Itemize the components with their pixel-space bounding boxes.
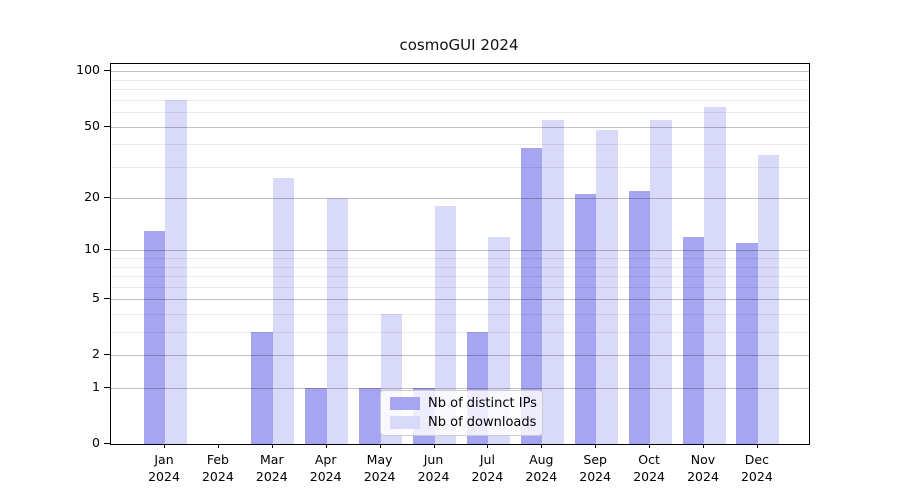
legend-label-downloads: Nb of downloads xyxy=(428,415,537,430)
bar-distinct-ips-may xyxy=(359,388,381,444)
x-tick-label-dec: Dec 2024 xyxy=(740,452,773,484)
gridline-minor xyxy=(111,332,809,334)
x-tick-label-aug: Aug 2024 xyxy=(525,452,558,484)
legend-entry-distinct-ips: Nb of distinct IPs xyxy=(381,396,542,411)
gridline-minor xyxy=(111,314,809,316)
bar-distinct-ips-apr xyxy=(305,388,327,444)
bar-distinct-ips-dec xyxy=(736,243,758,444)
legend-swatch-distinct-ips xyxy=(390,397,420,410)
x-tick-label-jan: Jan 2024 xyxy=(148,452,180,484)
legend-label-distinct-ips: Nb of distinct IPs xyxy=(428,396,537,411)
x-tick-mark xyxy=(703,444,704,448)
bar-distinct-ips-sep xyxy=(574,194,597,444)
y-tick-label: 10 xyxy=(84,241,100,257)
plot-area xyxy=(110,63,810,445)
bar-downloads-nov xyxy=(704,106,726,444)
gridline-minor xyxy=(111,286,809,288)
x-tick-label-nov: Nov 2024 xyxy=(687,452,719,484)
x-tick-label-oct: Oct 2024 xyxy=(633,452,665,484)
x-tick-mark xyxy=(541,444,543,448)
gridline-major xyxy=(111,126,809,128)
gridline-minor xyxy=(111,112,809,114)
x-tick-mark xyxy=(379,444,381,448)
gridline-minor xyxy=(111,89,809,91)
gridline-major xyxy=(111,355,809,357)
x-tick-mark xyxy=(433,444,435,448)
x-tick-label-mar: Mar 2024 xyxy=(255,452,288,484)
y-tick-mark xyxy=(104,197,110,199)
chart-title: cosmoGUI 2024 xyxy=(399,36,519,54)
x-tick-mark xyxy=(271,444,273,448)
x-tick-label-jun: Jun 2024 xyxy=(417,452,450,484)
bar-distinct-ips-aug xyxy=(520,148,543,444)
y-tick-mark xyxy=(104,387,110,389)
gridline-minor xyxy=(111,258,809,260)
y-tick-mark xyxy=(104,125,110,127)
bar-downloads-aug xyxy=(542,120,564,444)
gridline-minor xyxy=(111,79,809,81)
gridline-major xyxy=(111,299,809,301)
y-tick-label: 100 xyxy=(76,62,100,78)
y-tick-mark xyxy=(104,354,110,356)
y-tick-mark xyxy=(104,70,110,72)
gridline-major xyxy=(111,250,809,252)
gridline-minor xyxy=(111,166,809,168)
bar-downloads-dec xyxy=(757,154,780,444)
x-tick-label-feb: Feb 2024 xyxy=(201,452,234,484)
gridline-major xyxy=(111,388,809,390)
legend-swatch-downloads xyxy=(390,416,420,429)
y-tick-label: 20 xyxy=(84,189,100,205)
legend-entry-downloads: Nb of downloads xyxy=(381,415,542,430)
bar-distinct-ips-jan xyxy=(143,230,165,444)
x-tick-mark xyxy=(756,444,758,448)
bar-downloads-jun xyxy=(434,206,456,444)
bar-downloads-apr xyxy=(326,198,349,444)
x-tick-mark xyxy=(164,444,165,448)
x-tick-mark xyxy=(217,444,219,448)
gridline-major xyxy=(111,198,809,200)
legend: Nb of distinct IPs Nb of downloads xyxy=(380,390,543,436)
gridline-minor xyxy=(111,99,809,101)
gridline-minor xyxy=(111,144,809,146)
x-tick-mark xyxy=(595,444,597,448)
x-tick-mark xyxy=(649,444,651,448)
x-tick-label-jul: Jul 2024 xyxy=(471,452,504,484)
x-tick-label-apr: Apr 2024 xyxy=(309,452,342,484)
y-tick-label: 5 xyxy=(92,290,100,306)
y-tick-mark xyxy=(104,249,110,251)
bar-downloads-jan xyxy=(165,99,187,444)
gridline-minor xyxy=(111,276,809,278)
y-tick-mark xyxy=(104,298,110,300)
y-tick-mark xyxy=(104,443,110,444)
bar-distinct-ips-nov xyxy=(682,236,704,444)
gridline-major xyxy=(111,71,809,73)
bar-downloads-mar xyxy=(272,177,295,444)
bar-downloads-sep xyxy=(596,129,618,444)
gridline-minor xyxy=(111,266,809,268)
x-tick-mark xyxy=(325,444,327,448)
y-tick-label: 0 xyxy=(92,435,100,450)
x-tick-mark xyxy=(487,444,489,448)
x-tick-label-sep: Sep 2024 xyxy=(579,452,612,484)
bar-distinct-ips-mar xyxy=(251,332,273,444)
y-tick-label: 2 xyxy=(92,346,100,362)
x-tick-label-may: May 2024 xyxy=(363,452,396,484)
bar-distinct-ips-oct xyxy=(628,190,651,444)
y-tick-label: 1 xyxy=(92,379,100,395)
bar-downloads-oct xyxy=(650,120,672,444)
y-tick-label: 50 xyxy=(84,117,100,133)
